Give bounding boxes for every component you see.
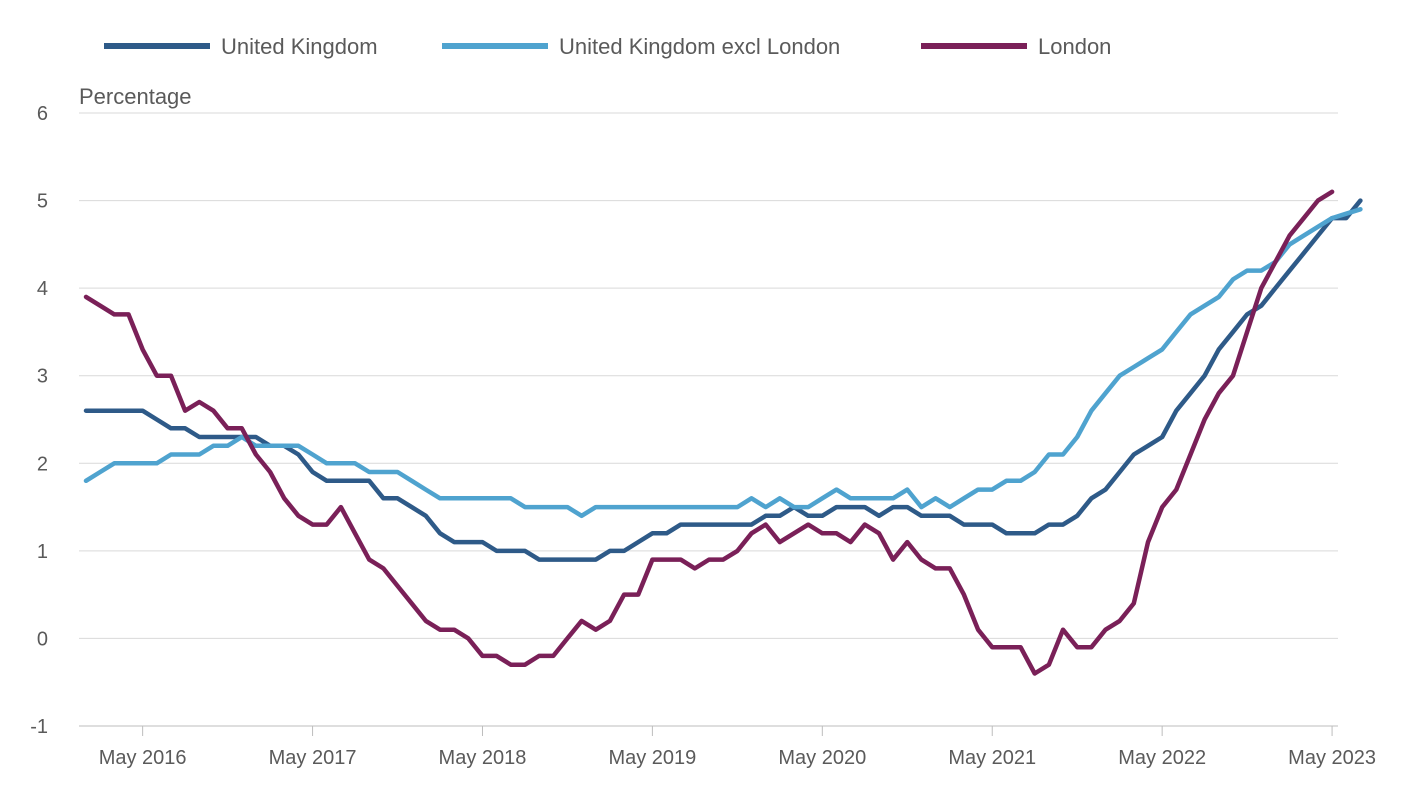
y-gridlines [79,112,1338,639]
y-tick-label: 0 [37,628,48,650]
y-tick-label: -1 [30,716,48,738]
x-tick-label: May 2017 [269,747,357,769]
legend-label: United Kingdom [221,34,378,59]
x-tick-label: May 2019 [608,747,696,769]
y-tick-label: 3 [37,366,48,388]
y-axis-label: Percentage [79,84,192,109]
x-tick-label: May 2020 [778,747,866,769]
chart-legend: United Kingdom United Kingdom excl London… [104,34,1111,59]
legend-label: London [1038,34,1111,59]
series-line-1 [83,207,1363,519]
x-tick-label: May 2018 [439,747,527,769]
x-tick-label: May 2022 [1118,747,1206,769]
chart-series [83,189,1363,676]
y-axis-ticks: -1 0 1 2 3 4 5 6 [30,103,48,738]
x-tick-label: May 2021 [948,747,1036,769]
y-tick-label: 4 [37,278,48,300]
y-tick-label: 6 [37,103,48,125]
x-tick-label: May 2016 [99,747,187,769]
y-tick-label: 1 [37,541,48,563]
x-axis: May 2016 May 2017 May 2018 May 2019 May 2020… [79,725,1376,769]
x-tick-label: May 2023 [1288,747,1376,769]
series-line-2 [83,189,1335,676]
series-line-0 [83,198,1363,562]
y-tick-label: 2 [37,453,48,475]
y-tick-label: 5 [37,191,48,213]
legend-label: United Kingdom excl London [559,34,840,59]
